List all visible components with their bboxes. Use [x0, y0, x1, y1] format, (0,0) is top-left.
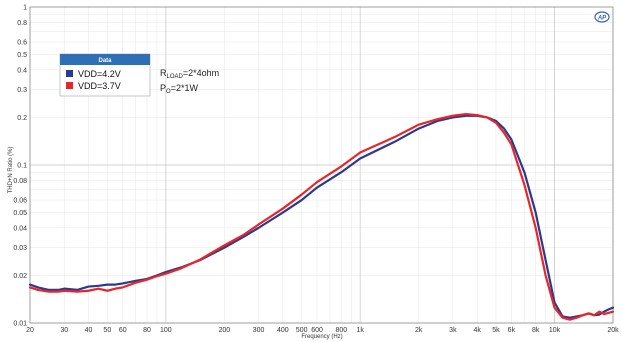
svg-text:AP: AP	[597, 16, 607, 22]
y-tick-label: 0.06	[13, 198, 27, 205]
legend: Data VDD=4.2V VDD=3.7V	[59, 53, 151, 97]
y-axis-label: THD+N Ratio (%)	[8, 147, 14, 194]
x-axis-label: Frequency (Hz)	[301, 334, 342, 340]
x-tick-label: 30	[60, 327, 68, 334]
ap-logo-icon: AP	[594, 11, 610, 23]
x-tick-label: 100	[160, 327, 172, 334]
legend-title: Data	[98, 58, 112, 64]
x-tick-label: 3k	[449, 327, 457, 334]
legend-entry-4-2v: VDD=4.2V	[78, 69, 121, 79]
x-tick-label: 10k	[549, 327, 561, 334]
series-line-vdd-4-2v	[28, 114, 615, 319]
x-tick-label: 600	[311, 327, 323, 334]
x-tick-label: 800	[335, 327, 347, 334]
x-tick-label: 40	[85, 327, 93, 334]
y-tick-label: 0.05	[13, 210, 27, 217]
plot-border	[29, 6, 614, 324]
y-tick-label: 0.03	[13, 245, 27, 252]
x-tick-label: 50	[103, 327, 111, 334]
series-line-vdd-3-7v	[28, 112, 615, 321]
legend-entry-3-7v: VDD=3.7V	[78, 81, 121, 91]
x-tick-label: 400	[277, 327, 289, 334]
x-tick-label: 2k	[415, 327, 423, 334]
x-tick-label: 60	[119, 327, 127, 334]
y-tick-label: 0.2	[17, 115, 27, 122]
y-tick-label: 0.04	[13, 225, 27, 232]
annotation-rload: RLOAD=2*4ohm	[160, 68, 219, 80]
x-tick-label: 200	[218, 327, 230, 334]
axes: 20 30 40 50 60 80 100 200 300 400 500 600 800 1k 2k 3k 4…	[13, 5, 619, 335]
x-tick-label: 500	[296, 327, 308, 334]
annotation-po: PO=2*1W	[160, 83, 198, 95]
x-tick-label: 5k	[492, 327, 500, 334]
x-tick-label: 6k	[508, 327, 516, 334]
y-tick-label: 0.5	[17, 52, 27, 59]
y-tick-label: 0.8	[17, 20, 27, 27]
y-tick-label: 0.6	[17, 40, 27, 47]
y-tick-label: 0.1	[17, 163, 27, 170]
y-tick-label: 1	[23, 5, 27, 12]
legend-swatch-3-7v	[66, 82, 73, 89]
legend-swatch-4-2v	[66, 70, 73, 77]
y-tick-label: 0.4	[17, 67, 27, 74]
x-tick-label: 20k	[607, 327, 619, 334]
x-tick-label: 80	[143, 327, 151, 334]
legend-header	[60, 54, 150, 65]
y-tick-label: 0.02	[13, 273, 27, 280]
x-tick-label: 1k	[356, 327, 364, 334]
x-tick-label: 300	[253, 327, 265, 334]
y-tick-label: 0.3	[17, 87, 27, 94]
x-tick-label: 8k	[532, 327, 540, 334]
series-layer	[28, 112, 615, 321]
x-tick-label: 4k	[473, 327, 481, 334]
y-tick-label: 0.08	[13, 178, 27, 185]
x-tick-label: 20	[26, 327, 34, 334]
y-tick-label: 0.01	[13, 321, 27, 328]
